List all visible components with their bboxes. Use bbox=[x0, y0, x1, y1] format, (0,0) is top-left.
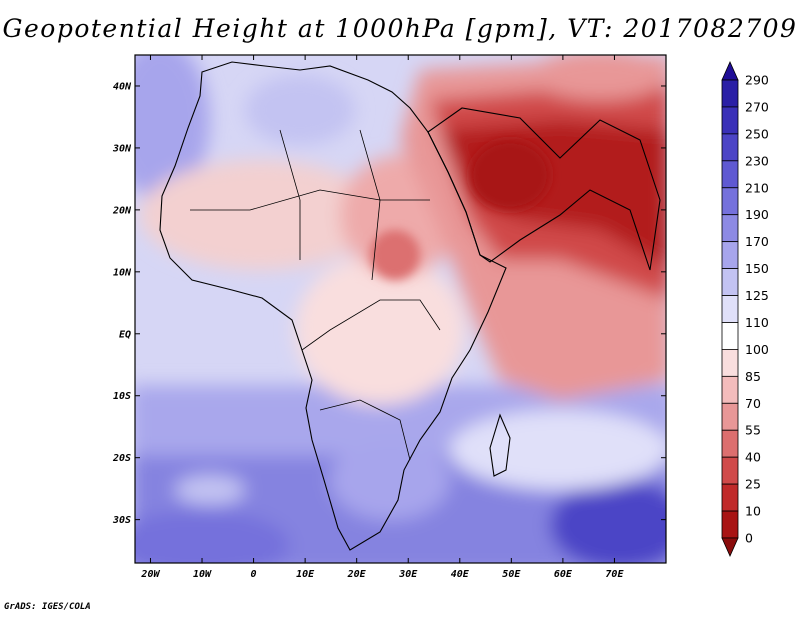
latitude-ticks: 40N 30N 20N 10N EQ 10S 20S 30S bbox=[112, 81, 666, 526]
colorbar-swatch bbox=[721, 402, 739, 431]
colorbar-swatch bbox=[721, 214, 739, 243]
colorbar-swatch bbox=[721, 322, 739, 350]
lon-tick-label: 10E bbox=[296, 569, 315, 580]
colorbar-swatch bbox=[721, 187, 739, 216]
lon-tick-label: 10W bbox=[193, 569, 212, 580]
lat-tick-label: 30N bbox=[112, 143, 132, 154]
lat-tick-label: EQ bbox=[119, 329, 131, 340]
colorbar-label: 0 bbox=[745, 531, 753, 546]
lon-tick-label: 30E bbox=[398, 569, 418, 580]
longitude-ticks: 20W 10W 0 10E 20E 30E 40E 50E 60E 70E bbox=[140, 55, 624, 580]
colorbar-swatch bbox=[721, 133, 739, 162]
colorbar-top-arrow bbox=[721, 61, 739, 81]
colorbar-swatch bbox=[721, 106, 739, 135]
colorbar-swatch bbox=[721, 241, 739, 269]
map-title: Geopotential Height at 1000hPa [gpm], VT… bbox=[2, 14, 798, 43]
colorbar-label: 270 bbox=[745, 99, 769, 114]
colorbar-label: 25 bbox=[745, 477, 761, 492]
colorbar-swatch bbox=[721, 160, 739, 189]
lon-tick-label: 40E bbox=[451, 569, 470, 580]
colorbar-label: 290 bbox=[745, 73, 769, 88]
credit-label: GrADS: IGES/COLA bbox=[4, 602, 91, 612]
lat-tick-label: 10N bbox=[113, 267, 132, 278]
colorbar-label: 125 bbox=[745, 288, 769, 303]
colorbar-swatch bbox=[721, 510, 739, 539]
lon-tick-label: 20E bbox=[347, 569, 367, 580]
coastlines bbox=[159, 61, 661, 551]
colorbar-label: 10 bbox=[745, 504, 761, 519]
colorbar-bottom-arrow bbox=[721, 537, 739, 557]
lon-tick-label: 20W bbox=[140, 569, 160, 580]
colorbar-swatch bbox=[721, 79, 739, 108]
colorbar-label: 40 bbox=[745, 450, 761, 465]
colorbar-label: 100 bbox=[745, 342, 769, 357]
colorbar-label: 210 bbox=[745, 180, 769, 195]
lat-tick-label: 20N bbox=[112, 205, 132, 216]
lon-tick-label: 70E bbox=[605, 569, 624, 580]
lon-tick-label: 50E bbox=[502, 569, 521, 580]
map-frame bbox=[134, 54, 667, 564]
colorbar-label: 170 bbox=[745, 234, 769, 249]
colorbar-label: 70 bbox=[745, 396, 761, 411]
height-field bbox=[135, 55, 666, 563]
lat-tick-label: 40N bbox=[113, 81, 132, 92]
lat-tick-label: 10S bbox=[113, 391, 131, 402]
colorbar-label: 110 bbox=[745, 315, 769, 330]
colorbar-label: 85 bbox=[745, 369, 761, 384]
colorbar-swatch bbox=[721, 456, 739, 485]
colorbar-swatch bbox=[721, 295, 739, 323]
colorbar: 2902702502302101901701501251101008570554… bbox=[721, 61, 769, 557]
colorbar-label: 55 bbox=[745, 423, 761, 438]
colorbar-swatch bbox=[721, 268, 739, 296]
colorbar-swatch bbox=[721, 349, 739, 377]
colorbar-label: 150 bbox=[745, 261, 769, 276]
lon-tick-label: 0 bbox=[251, 569, 257, 580]
lon-tick-label: 60E bbox=[554, 569, 573, 580]
lat-tick-label: 20S bbox=[112, 453, 131, 464]
lat-tick-label: 30S bbox=[112, 515, 131, 526]
colorbar-swatch bbox=[721, 375, 739, 404]
colorbar-swatch bbox=[721, 483, 739, 512]
colorbar-swatch bbox=[721, 429, 739, 458]
colorbar-label: 190 bbox=[745, 207, 769, 222]
colorbar-label: 250 bbox=[745, 126, 769, 141]
colorbar-label: 230 bbox=[745, 153, 769, 168]
